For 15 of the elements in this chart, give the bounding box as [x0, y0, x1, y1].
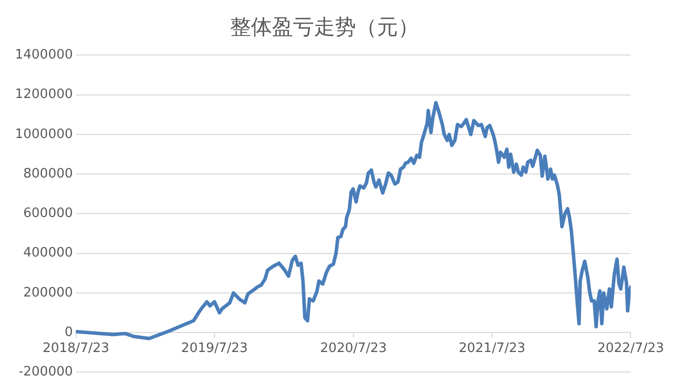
y-tick-label: 0	[64, 324, 73, 340]
x-tick-label: 2021/7/23	[458, 340, 526, 356]
x-tick-label: 2022/7/23	[597, 340, 664, 356]
y-tick-label: 400000	[23, 246, 73, 261]
y-tick-label: 1200000	[14, 87, 73, 102]
x-tick-label: 2018/7/23	[42, 340, 110, 356]
y-tick-label: 1400000	[14, 48, 73, 63]
y-tick-label: 1000000	[14, 126, 73, 142]
y-tick-label: 200000	[23, 285, 73, 300]
y-tick-label: 800000	[23, 166, 73, 182]
x-tick-label: 2019/7/23	[181, 340, 248, 356]
y-tick-label: -200000	[18, 364, 73, 380]
chart-title: 整体盈亏走势（元）	[230, 15, 419, 40]
y-tick-label: 600000	[23, 206, 73, 222]
x-tick-label: 2020/7/23	[320, 340, 387, 356]
